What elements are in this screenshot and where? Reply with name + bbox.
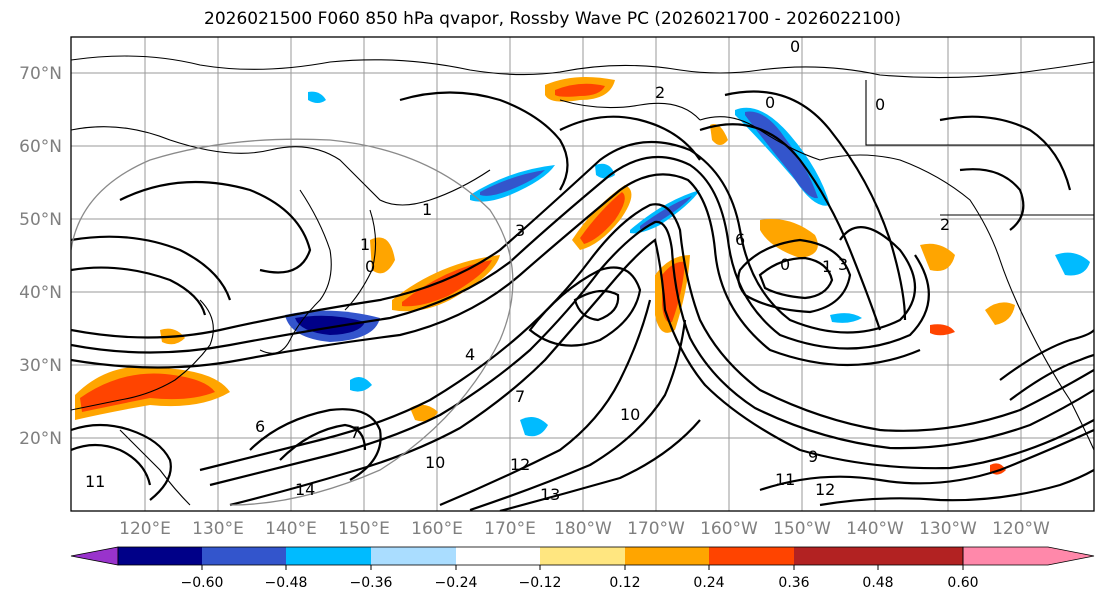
contour-label: 6 [255, 417, 265, 436]
contour-label-group: 0 0 0 0 0 1 1 1 2 3 3 4 6 6 7 7 9 10 10 … [85, 37, 950, 504]
contour-label: 3 [838, 255, 848, 274]
colorbar-extend-min [70, 546, 119, 566]
lon-label: 120°E [119, 519, 171, 539]
contour-label: 0 [765, 93, 775, 112]
colorbar-segment [456, 547, 540, 565]
contour-label: 3 [515, 221, 525, 240]
contour-label: 12 [815, 480, 835, 499]
graticule [71, 37, 1094, 511]
contour-label: 1 [422, 200, 432, 219]
shading-layer [75, 76, 1090, 475]
lon-label: 170°E [484, 519, 536, 539]
lat-label: 40°N [19, 283, 62, 303]
lat-label: 70°N [19, 64, 62, 84]
colorbar-tick-label: 0.48 [862, 575, 893, 591]
colorbar-tick-label: 0.36 [778, 575, 809, 591]
colorbar-tick-label: −0.24 [435, 575, 478, 591]
contour-label: 11 [85, 472, 105, 491]
colorbar-tick-label: −0.48 [265, 575, 308, 591]
lon-label: 160°W [700, 519, 758, 539]
contour-label: 10 [620, 405, 640, 424]
contour-label: 0 [780, 255, 790, 274]
colorbar-tick-label: −0.60 [181, 575, 224, 591]
lat-label: 30°N [19, 356, 62, 376]
lat-label: 50°N [19, 210, 62, 230]
colorbar-extend-max [962, 546, 1095, 566]
contour-label: 6 [735, 230, 745, 249]
lon-label: 180°W [554, 519, 612, 539]
colorbar-segment [625, 547, 709, 565]
lon-label: 140°E [265, 519, 317, 539]
contour-label: 1 [360, 235, 370, 254]
colorbar-segment [709, 547, 794, 565]
colorbar-segment [202, 547, 286, 565]
contour-label: 14 [295, 480, 315, 499]
longitude-labels: 120°E 130°E 140°E 150°E 160°E 170°E 180°… [119, 519, 1050, 539]
colorbar-segment [540, 547, 625, 565]
lon-label: 130°W [919, 519, 977, 539]
contour-label: 11 [775, 470, 795, 489]
lon-label: 140°W [846, 519, 904, 539]
lon-label: 170°W [627, 519, 685, 539]
lon-label: 130°E [192, 519, 244, 539]
contour-label: 9 [808, 447, 818, 466]
colorbar-segment [286, 547, 371, 565]
contour-label: 4 [465, 345, 475, 364]
contour-label: 2 [940, 215, 950, 234]
contour-label: 1 [822, 257, 832, 276]
colorbar-tick-label: −0.36 [350, 575, 393, 591]
contour-label: 7 [515, 387, 525, 406]
colorbar-tick-label: 0.12 [609, 575, 640, 591]
colorbar-segment [118, 547, 202, 565]
contour-label: 0 [790, 37, 800, 56]
lon-label: 160°E [411, 519, 463, 539]
lat-label: 60°N [19, 137, 62, 157]
colorbar-segment [794, 547, 878, 565]
contour-label: 7 [350, 423, 360, 442]
colorbar-segment [878, 547, 963, 565]
colorbar-tick-label: 0.24 [693, 575, 724, 591]
lon-label: 120°W [992, 519, 1050, 539]
lon-label: 150°E [338, 519, 390, 539]
contour-lines [71, 90, 1094, 511]
colorbar-tick-label: −0.12 [519, 575, 562, 591]
colorbar: −0.60 −0.48 −0.36 −0.24 −0.12 0.12 0.24 … [70, 546, 1095, 591]
lon-label: 150°W [773, 519, 831, 539]
great-circle-outline [71, 138, 514, 506]
contour-label: 0 [365, 257, 375, 276]
map-title: 2026021500 F060 850 hPa qvapor, Rossby W… [204, 9, 901, 29]
colorbar-segment [371, 547, 456, 565]
latitude-labels: 70°N 60°N 50°N 40°N 30°N 20°N [19, 64, 62, 449]
map-frame [70, 36, 1095, 512]
contour-label: 12 [510, 455, 530, 474]
contour-label: 13 [540, 485, 560, 504]
contour-label: 2 [655, 83, 665, 102]
contour-label: 0 [875, 95, 885, 114]
lat-label: 20°N [19, 429, 62, 449]
colorbar-tick-label: 0.60 [947, 575, 978, 591]
map-area: 0 0 0 0 0 1 1 1 2 3 3 4 6 6 7 7 9 10 10 … [71, 37, 1094, 511]
contour-label: 10 [425, 453, 445, 472]
